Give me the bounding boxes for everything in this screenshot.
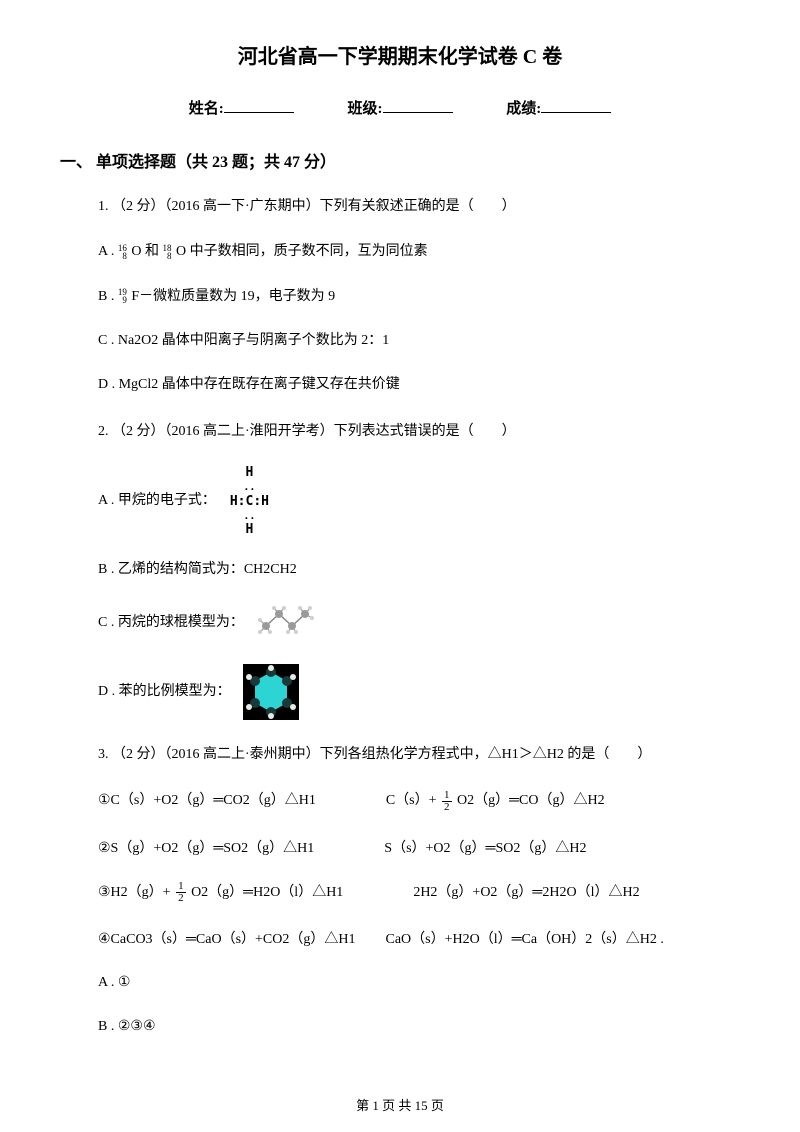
q3-option-b: B . ②③④ <box>98 1016 740 1038</box>
q1-option-c: C . Na2O2 晶体中阳离子与阴离子个数比为 2：1 <box>98 330 740 352</box>
q3-option-a: A . ① <box>98 972 740 994</box>
q3-eq4: ④CaCO3（s）═CaO（s）+CO2（g）△H1 CaO（s）+H2O（l）… <box>98 928 740 948</box>
class-blank <box>383 97 453 113</box>
q3-eq2b: S（s）+O2（g）═SO2（g）△H2 <box>384 837 586 857</box>
q3-eq3: ③H2（g）+ 12 O2（g）═H2O（l）△H1 2H2（g）+O2（g）═… <box>98 881 740 904</box>
q3-eq3a: ③H2（g）+ 12 O2（g）═H2O（l）△H1 <box>98 881 343 904</box>
propane-ballstick-icon <box>254 604 324 642</box>
q3-eq2: ②S（g）+O2（g）═SO2（g）△H1 S（s）+O2（g）═SO2（g）△… <box>98 837 740 857</box>
q1-option-d: D . MgCl2 晶体中存在既存在离子键又存在共价键 <box>98 374 740 396</box>
q1-a-pre: A . <box>98 244 118 259</box>
name-blank <box>224 97 294 113</box>
q1-option-b: B . 199 F－微粒质量数为 19，电子数为 9 <box>98 286 740 308</box>
score-blank <box>541 97 611 113</box>
benzene-model-icon <box>243 664 299 720</box>
q1-option-a: A . 168 O 和 188 O 中子数相同，质子数不同，互为同位素 <box>98 241 740 263</box>
isotope-16-8: 168 <box>118 244 127 260</box>
q3-eq2a: ②S（g）+O2（g）═SO2（g）△H1 <box>98 837 314 857</box>
frac-half-icon: 12 <box>176 881 186 904</box>
q2-stem: 2. （2 分）（2016 高二上·淮阳开学考）下列表达式错误的是（ ） <box>98 419 740 444</box>
q2-option-c: C . 丙烷的球棍模型为： <box>98 604 740 642</box>
q3-eq4b: CaO（s）+H2O（l）═Ca（OH）2（s）△H2 . <box>385 928 663 948</box>
q3-eq1a: ①C（s）+O2（g）═CO2（g）△H1 <box>98 789 316 812</box>
score-label: 成绩: <box>506 101 541 117</box>
class-label: 班级: <box>348 101 383 117</box>
isotope-19-9: 199 <box>118 288 127 304</box>
q1-stem: 1. （2 分）（2016 高一下·广东期中）下列有关叙述正确的是（ ） <box>98 194 740 219</box>
q2-option-a: A . 甲烷的电子式： H .. H:C:H .. H <box>98 466 740 537</box>
q1-b-post: F－微粒质量数为 19，电子数为 9 <box>128 289 335 304</box>
q2-option-b: B . 乙烯的结构简式为：CH2CH2 <box>98 559 740 581</box>
q1-a-post: O 中子数相同，质子数不同，互为同位素 <box>172 244 427 259</box>
q2-option-d: D . 苯的比例模型为： <box>98 664 740 720</box>
q3-eq1: ①C（s）+O2（g）═CO2（g）△H1 C（s）+ 12 O2（g）═CO（… <box>98 789 740 812</box>
q3-eq3b: 2H2（g）+O2（g）═2H2O（l）△H2 <box>413 881 639 904</box>
q2-c-label: C . 丙烷的球棍模型为： <box>98 612 244 634</box>
q3-eq4a: ④CaCO3（s）═CaO（s）+CO2（g）△H1 <box>98 928 355 948</box>
q1-b-pre: B . <box>98 289 118 304</box>
ch4-electron-diagram: H .. H:C:H .. H <box>230 466 269 537</box>
q3-eq1b: C（s）+ 12 O2（g）═CO（g）△H2 <box>386 789 605 812</box>
page-footer: 第 1 页 共 15 页 <box>0 1095 800 1114</box>
isotope-18-8: 188 <box>162 244 171 260</box>
section-header: 一、 单项选择题（共 23 题；共 47 分） <box>60 148 740 172</box>
q2-a-label: A . 甲烷的电子式： <box>98 490 216 512</box>
frac-half-icon: 12 <box>442 790 452 813</box>
info-line: 姓名: 班级: 成绩: <box>60 97 740 118</box>
q2-d-label: D . 苯的比例模型为： <box>98 681 231 703</box>
q3-stem: 3. （2 分）（2016 高二上·泰州期中）下列各组热化学方程式中，△H1＞△… <box>98 742 740 767</box>
name-label: 姓名: <box>189 101 224 117</box>
q1-a-mid: O 和 <box>128 244 163 259</box>
page-title: 河北省高一下学期期末化学试卷 C 卷 <box>60 40 740 69</box>
